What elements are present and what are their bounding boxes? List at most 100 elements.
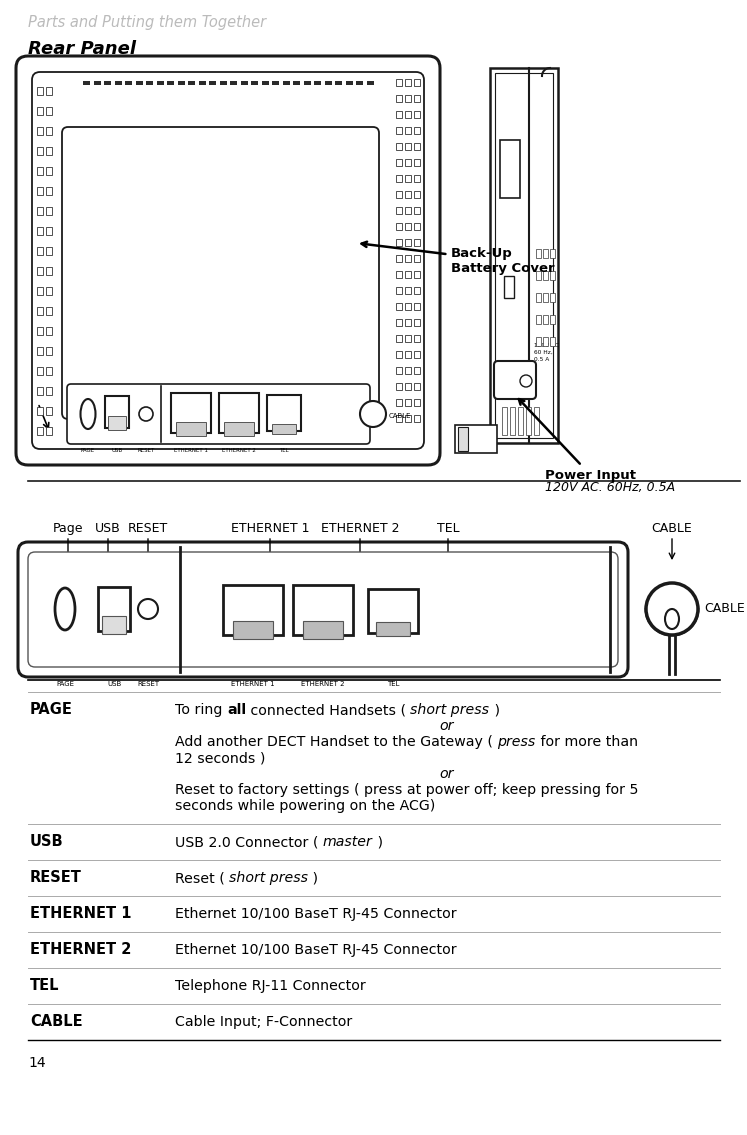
Text: TEL: TEL bbox=[30, 978, 60, 993]
Text: Page: Page bbox=[53, 522, 83, 535]
Text: Add another DECT Handset to the Gateway (: Add another DECT Handset to the Gateway … bbox=[175, 735, 498, 749]
Bar bbox=[396, 79, 402, 86]
Bar bbox=[405, 127, 411, 134]
Text: 14: 14 bbox=[28, 1056, 46, 1070]
Bar bbox=[414, 415, 420, 422]
Ellipse shape bbox=[81, 400, 96, 429]
Bar bbox=[98, 587, 130, 631]
Text: connected Handsets (: connected Handsets ( bbox=[246, 703, 411, 717]
Circle shape bbox=[520, 375, 532, 387]
Bar bbox=[414, 287, 420, 294]
Bar bbox=[414, 79, 420, 86]
Bar bbox=[37, 87, 43, 95]
FancyBboxPatch shape bbox=[494, 361, 536, 400]
Bar bbox=[396, 303, 402, 310]
Bar bbox=[188, 81, 195, 85]
Bar bbox=[396, 143, 402, 150]
Bar bbox=[405, 287, 411, 294]
Bar bbox=[396, 335, 402, 342]
Bar bbox=[405, 415, 411, 422]
Text: CABLE: CABLE bbox=[651, 522, 692, 535]
Bar bbox=[376, 622, 410, 636]
Bar bbox=[37, 127, 43, 135]
Bar bbox=[46, 407, 52, 415]
Bar bbox=[405, 222, 411, 230]
Text: TEL: TEL bbox=[437, 522, 459, 535]
Bar bbox=[37, 107, 43, 115]
Bar bbox=[396, 239, 402, 246]
Ellipse shape bbox=[665, 609, 679, 629]
Bar bbox=[46, 187, 52, 195]
Bar bbox=[46, 247, 52, 255]
Bar bbox=[37, 187, 43, 195]
Bar bbox=[37, 427, 43, 435]
Bar bbox=[303, 81, 311, 85]
Bar bbox=[46, 367, 52, 375]
Bar bbox=[224, 422, 254, 436]
Text: Ethernet 10/100 BaseT RJ-45 Connector: Ethernet 10/100 BaseT RJ-45 Connector bbox=[175, 907, 456, 920]
Text: ETHERNET 2: ETHERNET 2 bbox=[301, 681, 345, 687]
Bar bbox=[550, 293, 555, 302]
Text: To ring: To ring bbox=[175, 703, 227, 717]
Text: ): ) bbox=[489, 703, 500, 717]
Text: PAGE: PAGE bbox=[81, 448, 95, 453]
Bar bbox=[504, 276, 514, 299]
Text: Telephone RJ-11 Connector: Telephone RJ-11 Connector bbox=[175, 980, 366, 993]
Bar bbox=[46, 227, 52, 235]
Bar bbox=[223, 585, 283, 634]
Bar bbox=[405, 303, 411, 310]
Bar bbox=[502, 407, 507, 435]
Bar bbox=[37, 367, 43, 375]
Text: USB: USB bbox=[95, 522, 121, 535]
Bar bbox=[293, 81, 300, 85]
Text: USB 2.0 Connector (: USB 2.0 Connector ( bbox=[175, 835, 323, 849]
Text: TEL: TEL bbox=[387, 681, 399, 687]
Bar bbox=[550, 316, 555, 323]
Text: TEL: TEL bbox=[279, 448, 289, 453]
Bar bbox=[46, 87, 52, 95]
Circle shape bbox=[360, 401, 386, 427]
Bar bbox=[405, 175, 411, 182]
Bar bbox=[550, 337, 555, 346]
Text: Reset to factory settings ( press at power off; keep pressing for 5: Reset to factory settings ( press at pow… bbox=[175, 783, 639, 797]
Circle shape bbox=[139, 407, 153, 421]
Bar bbox=[171, 393, 211, 432]
Bar bbox=[324, 81, 332, 85]
Bar bbox=[146, 81, 153, 85]
Bar bbox=[282, 81, 290, 85]
FancyBboxPatch shape bbox=[16, 56, 440, 465]
Bar bbox=[405, 207, 411, 215]
Bar bbox=[405, 191, 411, 197]
Bar bbox=[314, 81, 321, 85]
Text: master: master bbox=[323, 835, 373, 849]
Text: 0.5 A: 0.5 A bbox=[534, 358, 549, 362]
Bar bbox=[396, 255, 402, 262]
Bar bbox=[220, 81, 226, 85]
Bar bbox=[293, 585, 353, 634]
Bar bbox=[543, 271, 548, 280]
Text: Back-Up
Battery Cover: Back-Up Battery Cover bbox=[362, 242, 554, 275]
Bar bbox=[125, 81, 132, 85]
Bar bbox=[37, 306, 43, 316]
Bar bbox=[167, 81, 174, 85]
Bar bbox=[272, 424, 296, 434]
Text: Rear Panel: Rear Panel bbox=[28, 40, 136, 58]
Bar bbox=[105, 396, 129, 428]
Bar bbox=[510, 407, 515, 435]
Text: RESET: RESET bbox=[137, 448, 155, 453]
Text: CABLE: CABLE bbox=[704, 603, 745, 615]
Text: 12 seconds ): 12 seconds ) bbox=[175, 751, 265, 765]
Text: Ethernet 10/100 BaseT RJ-45 Connector: Ethernet 10/100 BaseT RJ-45 Connector bbox=[175, 943, 456, 957]
Bar bbox=[37, 207, 43, 215]
Bar bbox=[534, 407, 539, 435]
Circle shape bbox=[646, 583, 698, 634]
Bar bbox=[455, 424, 497, 453]
Bar bbox=[414, 159, 420, 166]
Bar bbox=[414, 271, 420, 278]
Bar bbox=[414, 143, 420, 150]
Bar bbox=[396, 287, 402, 294]
Bar bbox=[46, 207, 52, 215]
Bar bbox=[396, 222, 402, 230]
Bar bbox=[251, 81, 258, 85]
Bar bbox=[414, 191, 420, 197]
